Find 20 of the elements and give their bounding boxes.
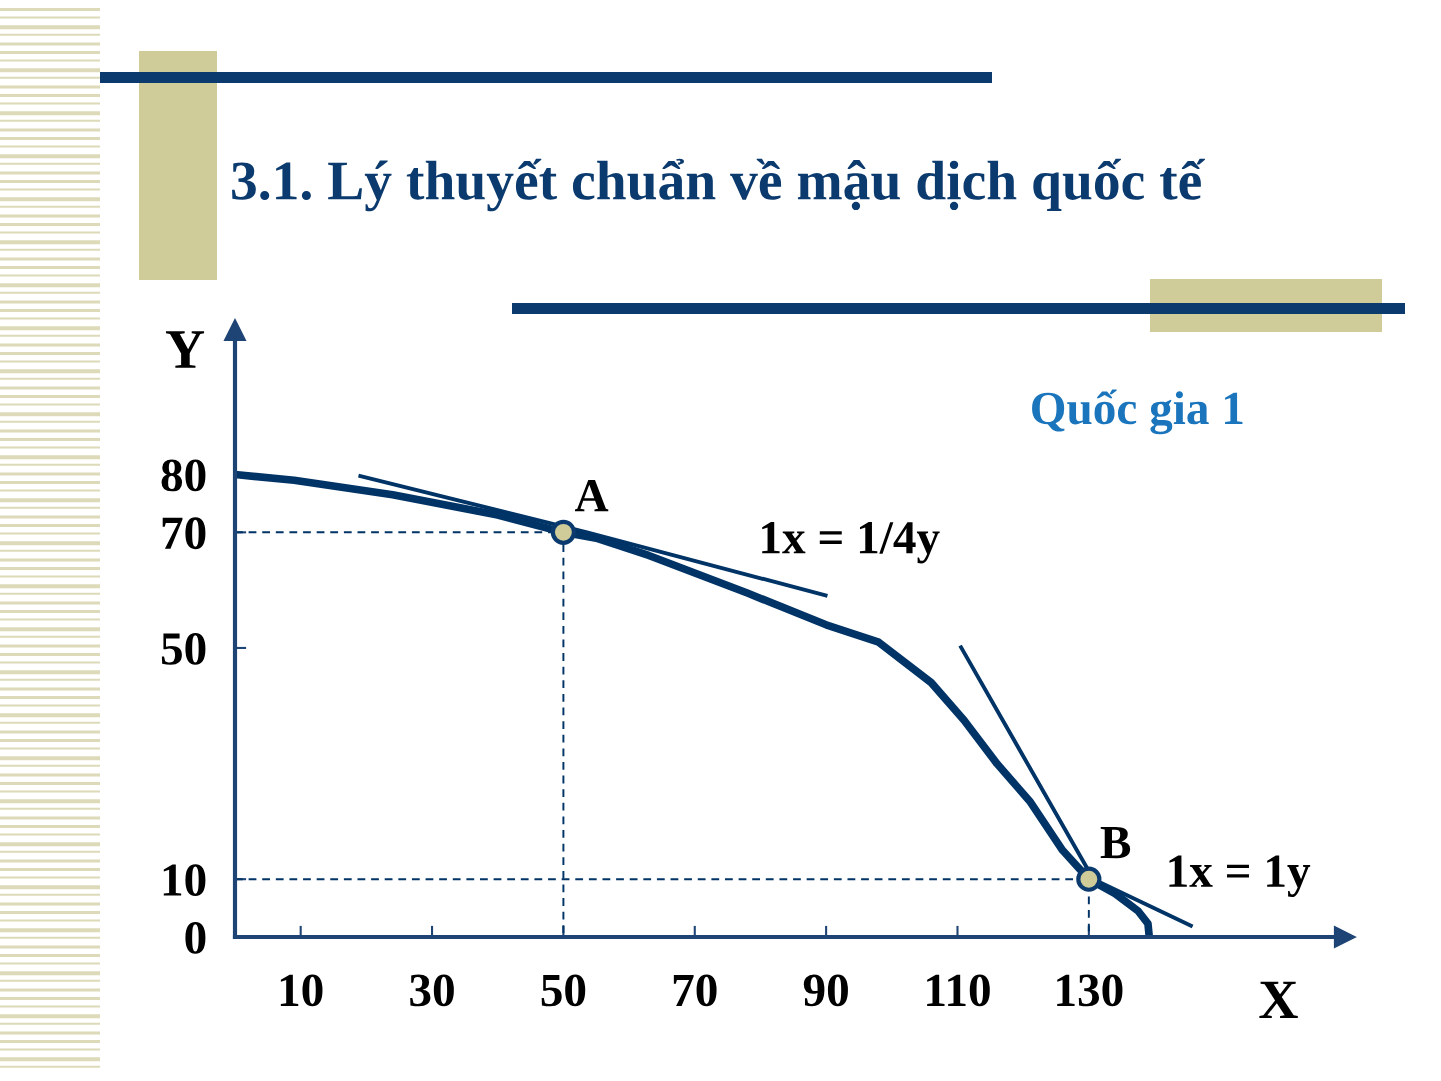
annotation: 1x = 1/4y [762, 522, 940, 564]
y-tick-label: 50 [161, 632, 206, 665]
x-tick-label: 70 [673, 974, 717, 1007]
annotation: A [574, 479, 609, 512]
y-tick-label: 10 [163, 864, 206, 897]
x-tick-label: 10 [280, 974, 323, 1007]
y-tick-label: 80 [161, 459, 206, 492]
y-tick-label: 70 [162, 517, 206, 550]
x-tick-label: 30 [410, 974, 454, 1007]
annotation: 1x = 1y [1169, 855, 1311, 897]
y-tick-label: 0 [185, 921, 206, 954]
x-tick-label: 50 [541, 974, 586, 1007]
annotation: B [1100, 827, 1131, 859]
y-axis-title: Y [165, 331, 205, 368]
x-tick-label: 90 [803, 974, 848, 1007]
chart-title: 3.1. Lý thuyết chuẩn về mậu dịch quốc tế [232, 158, 1205, 212]
x-tick-label: 130 [1057, 974, 1123, 1007]
x-tick-label: 110 [927, 974, 990, 1007]
x-axis-title: X [1259, 981, 1298, 1019]
annotation: Quốc gia 1 [1032, 389, 1243, 435]
